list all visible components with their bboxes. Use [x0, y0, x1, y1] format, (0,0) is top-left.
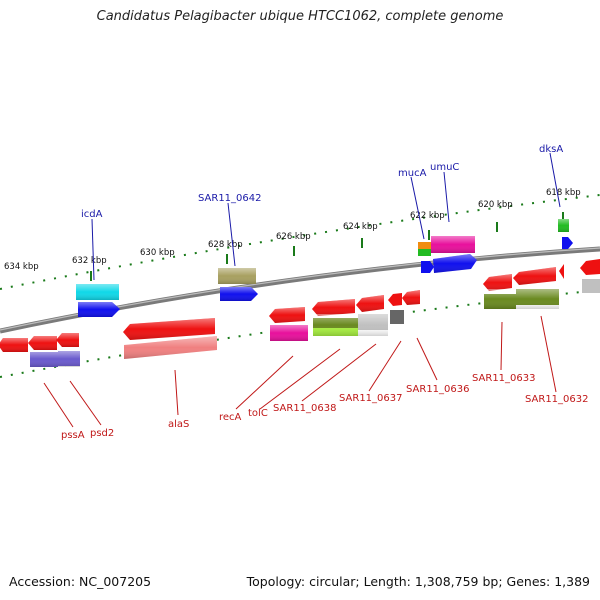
top-callouts [91, 152, 561, 281]
gene-label-tolC: tolC [248, 408, 268, 419]
tick-label: 620 kbp [478, 200, 513, 210]
tick-label: 626 kbp [276, 232, 311, 242]
bottom-callouts [43, 315, 557, 428]
tick-label: 632 kbp [72, 256, 107, 266]
gene-label-mucA: mucA [398, 168, 427, 179]
gene-label-pssA: pssA [61, 430, 85, 441]
forward-genes [76, 219, 573, 317]
bottom-gene-labels: pssA psd2 alaS recA tolC SAR11_0638 SAR1… [61, 373, 589, 441]
top-gene-labels: icdA SAR11_0642 mucA umuC dksA [81, 144, 563, 220]
tick-label: 630 kbp [140, 248, 175, 258]
gene-label-SAR11_0633: SAR11_0633 [472, 373, 536, 384]
topology-text: Topology: circular; Length: 1,308,759 bp… [246, 574, 590, 589]
tick-label: 634 kbp [4, 262, 39, 272]
gene-mucA-green [418, 249, 431, 256]
genome-title: Candidatus Pelagibacter ubique HTCC1062,… [96, 9, 504, 24]
gene-label-SAR11_0642: SAR11_0642 [198, 193, 262, 204]
major-ticks [90, 212, 564, 281]
tick-label: 618 kbp [546, 188, 581, 198]
gene-mucA-orange [418, 242, 431, 249]
gene-mucA [421, 261, 434, 273]
gene-label-recA: recA [219, 412, 242, 423]
gene-dksA [562, 237, 573, 249]
gene-label-umuC: umuC [430, 162, 459, 173]
tick-label: 622 kbp [410, 211, 445, 221]
gene-label-SAR11_0632: SAR11_0632 [525, 394, 589, 405]
gene-label-psd2: psd2 [90, 428, 114, 439]
accession-text: Accession: NC_007205 [9, 574, 152, 589]
gene-label-SAR11_0638: SAR11_0638 [273, 403, 337, 414]
tick-label: 628 kbp [208, 240, 243, 250]
gene-label-dksA: dksA [539, 144, 563, 155]
gene-label-SAR11_0637: SAR11_0637 [339, 393, 403, 404]
tick-label: 624 kbp [343, 222, 378, 232]
reverse-genes [0, 259, 600, 367]
gene-label-SAR11_0636: SAR11_0636 [406, 384, 470, 395]
gene-SAR11_0637 [388, 293, 402, 306]
gene-edge-silver [582, 279, 600, 293]
gene-label-alaS: alaS [168, 419, 189, 430]
gene-edge-red [580, 259, 600, 275]
tick-labels: 634 kbp 632 kbp 630 kbp 628 kbp 626 kbp … [4, 188, 581, 272]
gene-label-icdA: icdA [81, 209, 103, 220]
gene-SAR11_0637-lower [390, 310, 404, 324]
